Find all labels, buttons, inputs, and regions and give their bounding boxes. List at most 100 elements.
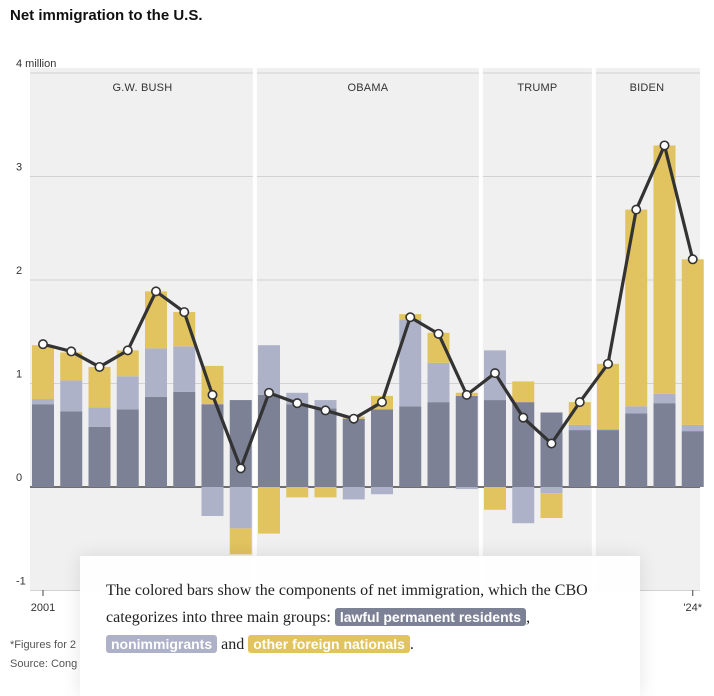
bar-segment: [427, 402, 450, 487]
x-tick-label: 2001: [31, 602, 55, 614]
total-point: [207, 389, 218, 400]
bar-segment: [258, 345, 280, 395]
bar-segment: [145, 396, 167, 487]
bar-segment: [455, 487, 478, 490]
total-point: [151, 286, 162, 297]
explainer-separator: and: [217, 636, 249, 653]
bar-segment: [145, 291, 167, 349]
bar-segment: [568, 430, 591, 487]
total-point: [405, 312, 416, 323]
bar-segment: [653, 403, 676, 487]
bar-segment: [681, 431, 704, 487]
footnote-line-1: *Figures for 2: [10, 639, 77, 651]
total-point: [376, 397, 387, 408]
chart-svg: 4 million 3 2 1 0 -1 G.W. BUSH OBAMA TRUMP BIDEN 2…: [16, 58, 704, 614]
bar-segment: [314, 487, 337, 498]
legend-chip-nonimmigrants: nonimmigrants: [106, 635, 218, 653]
bar-segment: [201, 487, 224, 516]
total-point: [320, 405, 331, 416]
total-point: [292, 398, 303, 409]
bar-segment: [173, 346, 196, 392]
bar-segment: [201, 404, 224, 487]
bar-segment: [229, 400, 252, 487]
bar-segment: [653, 393, 676, 404]
total-point: [66, 346, 77, 357]
y-tick-label: 2: [16, 265, 22, 277]
total-point: [179, 307, 190, 318]
bar-segment: [314, 400, 337, 409]
bar-segment: [484, 400, 506, 487]
x-tick-label: '24*: [683, 602, 702, 614]
bar-segment: [342, 487, 365, 500]
bar-segment: [60, 380, 83, 412]
total-point: [122, 345, 133, 356]
bar-segment: [625, 406, 648, 414]
legend-chip-other-foreign-nationals: other foreign nationals: [248, 635, 410, 653]
bar-segment: [540, 493, 563, 519]
bar-segment: [597, 430, 619, 487]
bar-segment: [173, 312, 196, 347]
bar-segment: [116, 350, 139, 377]
bar-segment: [88, 366, 111, 408]
bar-segment: [60, 411, 83, 487]
bar-segment: [540, 487, 563, 494]
bar-segment: [60, 352, 83, 381]
source-line: Source: Cong: [10, 658, 78, 670]
bar-segment: [229, 528, 252, 555]
bar-segment: [427, 362, 450, 403]
bar-segment: [455, 395, 478, 487]
bar-segment: [399, 406, 422, 487]
bar-segment: [512, 487, 535, 524]
bar-segment: [597, 363, 619, 430]
y-tick-label: 1: [16, 369, 22, 381]
total-point: [631, 204, 642, 215]
bar-segment: [286, 404, 309, 487]
bar-segment: [597, 429, 619, 431]
total-point: [574, 397, 585, 408]
bar-segment: [32, 399, 54, 405]
bar-segment: [681, 259, 704, 425]
bar-segment: [399, 319, 422, 407]
bar-segment: [540, 412, 563, 487]
total-line: [42, 143, 695, 470]
administration-label: OBAMA: [348, 82, 389, 94]
total-point: [433, 328, 444, 339]
y-tick-label: -1: [16, 576, 26, 588]
administration-label: G.W. BUSH: [113, 82, 173, 94]
explainer-intro: The colored bars show the components of …: [106, 582, 588, 626]
explainer-end: .: [409, 636, 414, 653]
footnote: *Figures for 2 Source: Cong: [10, 636, 77, 674]
bar-segment: [286, 487, 309, 498]
total-point: [659, 140, 670, 151]
bar-segment: [88, 407, 111, 427]
chart-title: Net immigration to the U.S.: [10, 7, 203, 24]
plot-background: [30, 68, 700, 590]
bar-segment: [484, 487, 506, 510]
bar-segment: [371, 409, 393, 487]
bar-segment: [371, 487, 393, 495]
bar-segment: [427, 332, 450, 363]
explainer-text: The colored bars show the components of …: [106, 578, 621, 658]
bar-segment: [625, 209, 648, 407]
bar-segment: [342, 418, 365, 487]
total-point: [687, 254, 698, 265]
y-tick-label: 3: [16, 162, 22, 174]
bar-segment: [173, 391, 196, 487]
bar-segment: [32, 404, 54, 487]
total-point: [546, 438, 557, 449]
y-tick-label: 0: [16, 472, 22, 484]
total-point: [518, 412, 529, 423]
bar-segment: [512, 381, 535, 403]
bar-segment: [625, 413, 648, 487]
total-point: [348, 413, 359, 424]
y-tick-label: 4 million: [16, 58, 56, 70]
total-point: [602, 358, 613, 369]
bar-segment: [314, 408, 337, 487]
total-point: [94, 361, 105, 372]
administration-label: BIDEN: [630, 82, 665, 94]
administration-label: TRUMP: [517, 82, 557, 94]
explainer-card: The colored bars show the components of …: [80, 556, 640, 696]
bar-segment: [258, 394, 280, 487]
legend-chip-lawful-permanent-residents: lawful permanent residents: [334, 608, 527, 626]
total-point: [461, 389, 472, 400]
